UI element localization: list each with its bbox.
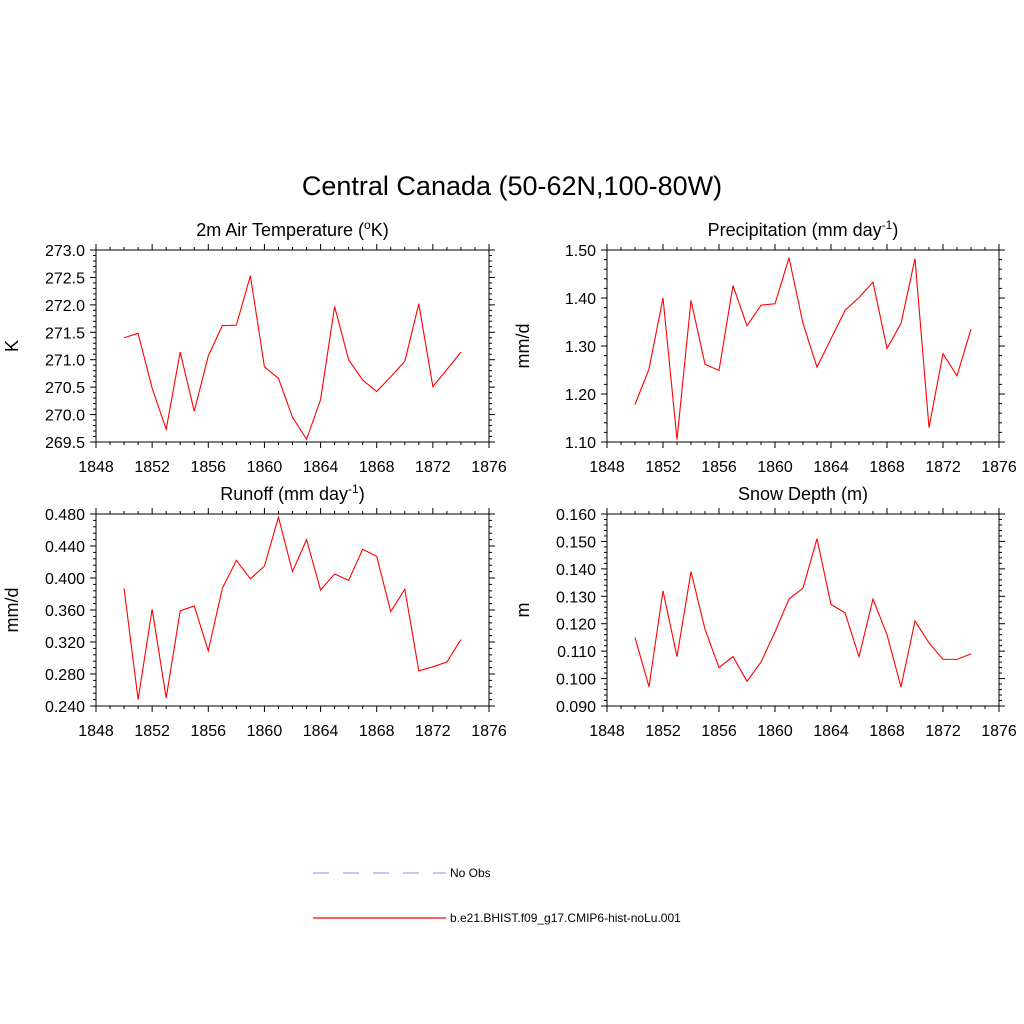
y-tick-label: 273.0 xyxy=(45,243,85,260)
y-tick-label: 0.090 xyxy=(556,699,596,716)
x-tick-label: 1852 xyxy=(645,459,681,476)
x-tick-label: 1852 xyxy=(134,459,170,476)
panel-title-superscript: o xyxy=(364,218,371,232)
x-tick-label: 1868 xyxy=(359,723,395,740)
x-tick-label: 1856 xyxy=(190,723,226,740)
x-tick-label: 1864 xyxy=(303,459,339,476)
panel-title-text: Snow Depth (m) xyxy=(738,484,868,504)
x-tick-label: 1872 xyxy=(415,723,451,740)
x-tick-label: 1856 xyxy=(701,723,737,740)
plot-frame xyxy=(606,249,1000,443)
panel-title: Snow Depth (m) xyxy=(738,484,868,504)
y-tick-label: 0.100 xyxy=(556,672,596,689)
x-tick-label: 1872 xyxy=(925,723,961,740)
y-tick-label: 0.160 xyxy=(556,507,596,524)
x-tick-label: 1868 xyxy=(869,723,905,740)
y-tick-label: 0.280 xyxy=(45,667,85,684)
chart-panel-2: Precipitation (mm day-1) mm/d 1848 1852 1856… xyxy=(513,218,1017,476)
y-tick-label: 1.10 xyxy=(565,435,596,452)
x-tick-label: 1868 xyxy=(869,459,905,476)
y-tick-label: 0.130 xyxy=(556,589,596,606)
x-tick-label: 1868 xyxy=(359,459,395,476)
panel-title-suffix: ) xyxy=(359,484,365,504)
chart-panel-1: 2m Air Temperature (oK) K 1848 1852 1856 1860… xyxy=(2,218,507,476)
y-tick-label: 1.40 xyxy=(565,291,596,308)
panel-title-text: 2m Air Temperature ( xyxy=(196,220,364,240)
y-axis-label: mm/d xyxy=(2,588,22,633)
panel-title-superscript: -1 xyxy=(348,482,359,496)
x-tick-label: 1860 xyxy=(247,723,283,740)
plot-frame xyxy=(606,513,1000,707)
panel-title: Runoff (mm day-1) xyxy=(220,482,364,504)
x-tick-label: 1876 xyxy=(981,723,1017,740)
x-tick-label: 1852 xyxy=(134,723,170,740)
panel-title-suffix: ) xyxy=(892,220,898,240)
x-tick-label: 1872 xyxy=(925,459,961,476)
x-tick-label: 1876 xyxy=(981,459,1017,476)
x-tick-label: 1848 xyxy=(78,459,114,476)
panel-title-superscript: -1 xyxy=(882,218,893,232)
x-tick-label: 1876 xyxy=(471,459,507,476)
panel-title: 2m Air Temperature (oK) xyxy=(196,218,388,240)
y-tick-label: 269.5 xyxy=(45,435,85,452)
y-tick-label: 0.440 xyxy=(45,539,85,556)
chart-panel-4: Snow Depth (m) m 1848 1852 1856 1860 1864 1868 1… xyxy=(513,484,1017,740)
plot-frame xyxy=(95,513,490,707)
figure-title: Central Canada (50-62N,100-80W) xyxy=(302,171,722,201)
y-tick-label: 0.240 xyxy=(45,699,85,716)
x-tick-label: 1860 xyxy=(757,459,793,476)
panel-title-suffix: K) xyxy=(371,220,389,240)
panel-title: Precipitation (mm day-1) xyxy=(708,218,899,240)
x-tick-label: 1852 xyxy=(645,723,681,740)
x-tick-label: 1848 xyxy=(589,459,625,476)
y-axis-label: K xyxy=(2,340,22,352)
x-tick-label: 1856 xyxy=(190,459,226,476)
x-tick-label: 1864 xyxy=(813,723,849,740)
y-tick-label: 1.50 xyxy=(565,243,596,260)
y-tick-label: 0.360 xyxy=(45,603,85,620)
y-tick-label: 272.0 xyxy=(45,298,85,315)
x-tick-label: 1856 xyxy=(701,459,737,476)
y-tick-label: 270.5 xyxy=(45,380,85,397)
series-line xyxy=(634,538,972,687)
y-tick-label: 271.5 xyxy=(45,325,85,342)
x-tick-label: 1860 xyxy=(757,723,793,740)
y-axis-label: m xyxy=(513,603,533,618)
x-tick-label: 1848 xyxy=(78,723,114,740)
series-line xyxy=(123,515,462,700)
y-tick-label: 0.480 xyxy=(45,507,85,524)
y-tick-label: 0.400 xyxy=(45,571,85,588)
series-line xyxy=(634,257,972,440)
y-tick-label: 0.120 xyxy=(556,617,596,634)
y-tick-label: 0.150 xyxy=(556,534,596,551)
legend-label: b.e21.BHIST.f09_g17.CMIP6-hist-noLu.001 xyxy=(450,911,681,925)
y-tick-label: 0.140 xyxy=(556,562,596,579)
x-tick-label: 1864 xyxy=(303,723,339,740)
y-axis-label: mm/d xyxy=(513,324,533,369)
x-tick-label: 1860 xyxy=(247,459,283,476)
panel-title-text: Precipitation (mm day xyxy=(708,220,882,240)
y-tick-label: 271.0 xyxy=(45,353,85,370)
y-tick-label: 272.5 xyxy=(45,270,85,287)
plot-frame xyxy=(95,249,490,443)
x-tick-label: 1848 xyxy=(589,723,625,740)
x-tick-label: 1876 xyxy=(471,723,507,740)
chart-panel-3: Runoff (mm day-1) mm/d 1848 1852 1856 1860 186… xyxy=(2,482,507,740)
y-tick-label: 1.30 xyxy=(565,339,596,356)
y-tick-label: 0.320 xyxy=(45,635,85,652)
chart-panels: 2m Air Temperature (oK) K 1848 1852 1856 1860… xyxy=(2,218,1017,740)
panel-title-text: Runoff (mm day xyxy=(220,484,348,504)
legend-label: No Obs xyxy=(450,866,491,880)
legend: No Obs b.e21.BHIST.f09_g17.CMIP6-hist-noL… xyxy=(313,866,681,925)
x-tick-label: 1872 xyxy=(415,459,451,476)
y-tick-label: 270.0 xyxy=(45,408,85,425)
y-tick-label: 0.110 xyxy=(557,644,596,661)
x-tick-label: 1864 xyxy=(813,459,849,476)
series-line xyxy=(123,275,462,441)
y-tick-label: 1.20 xyxy=(565,387,596,404)
